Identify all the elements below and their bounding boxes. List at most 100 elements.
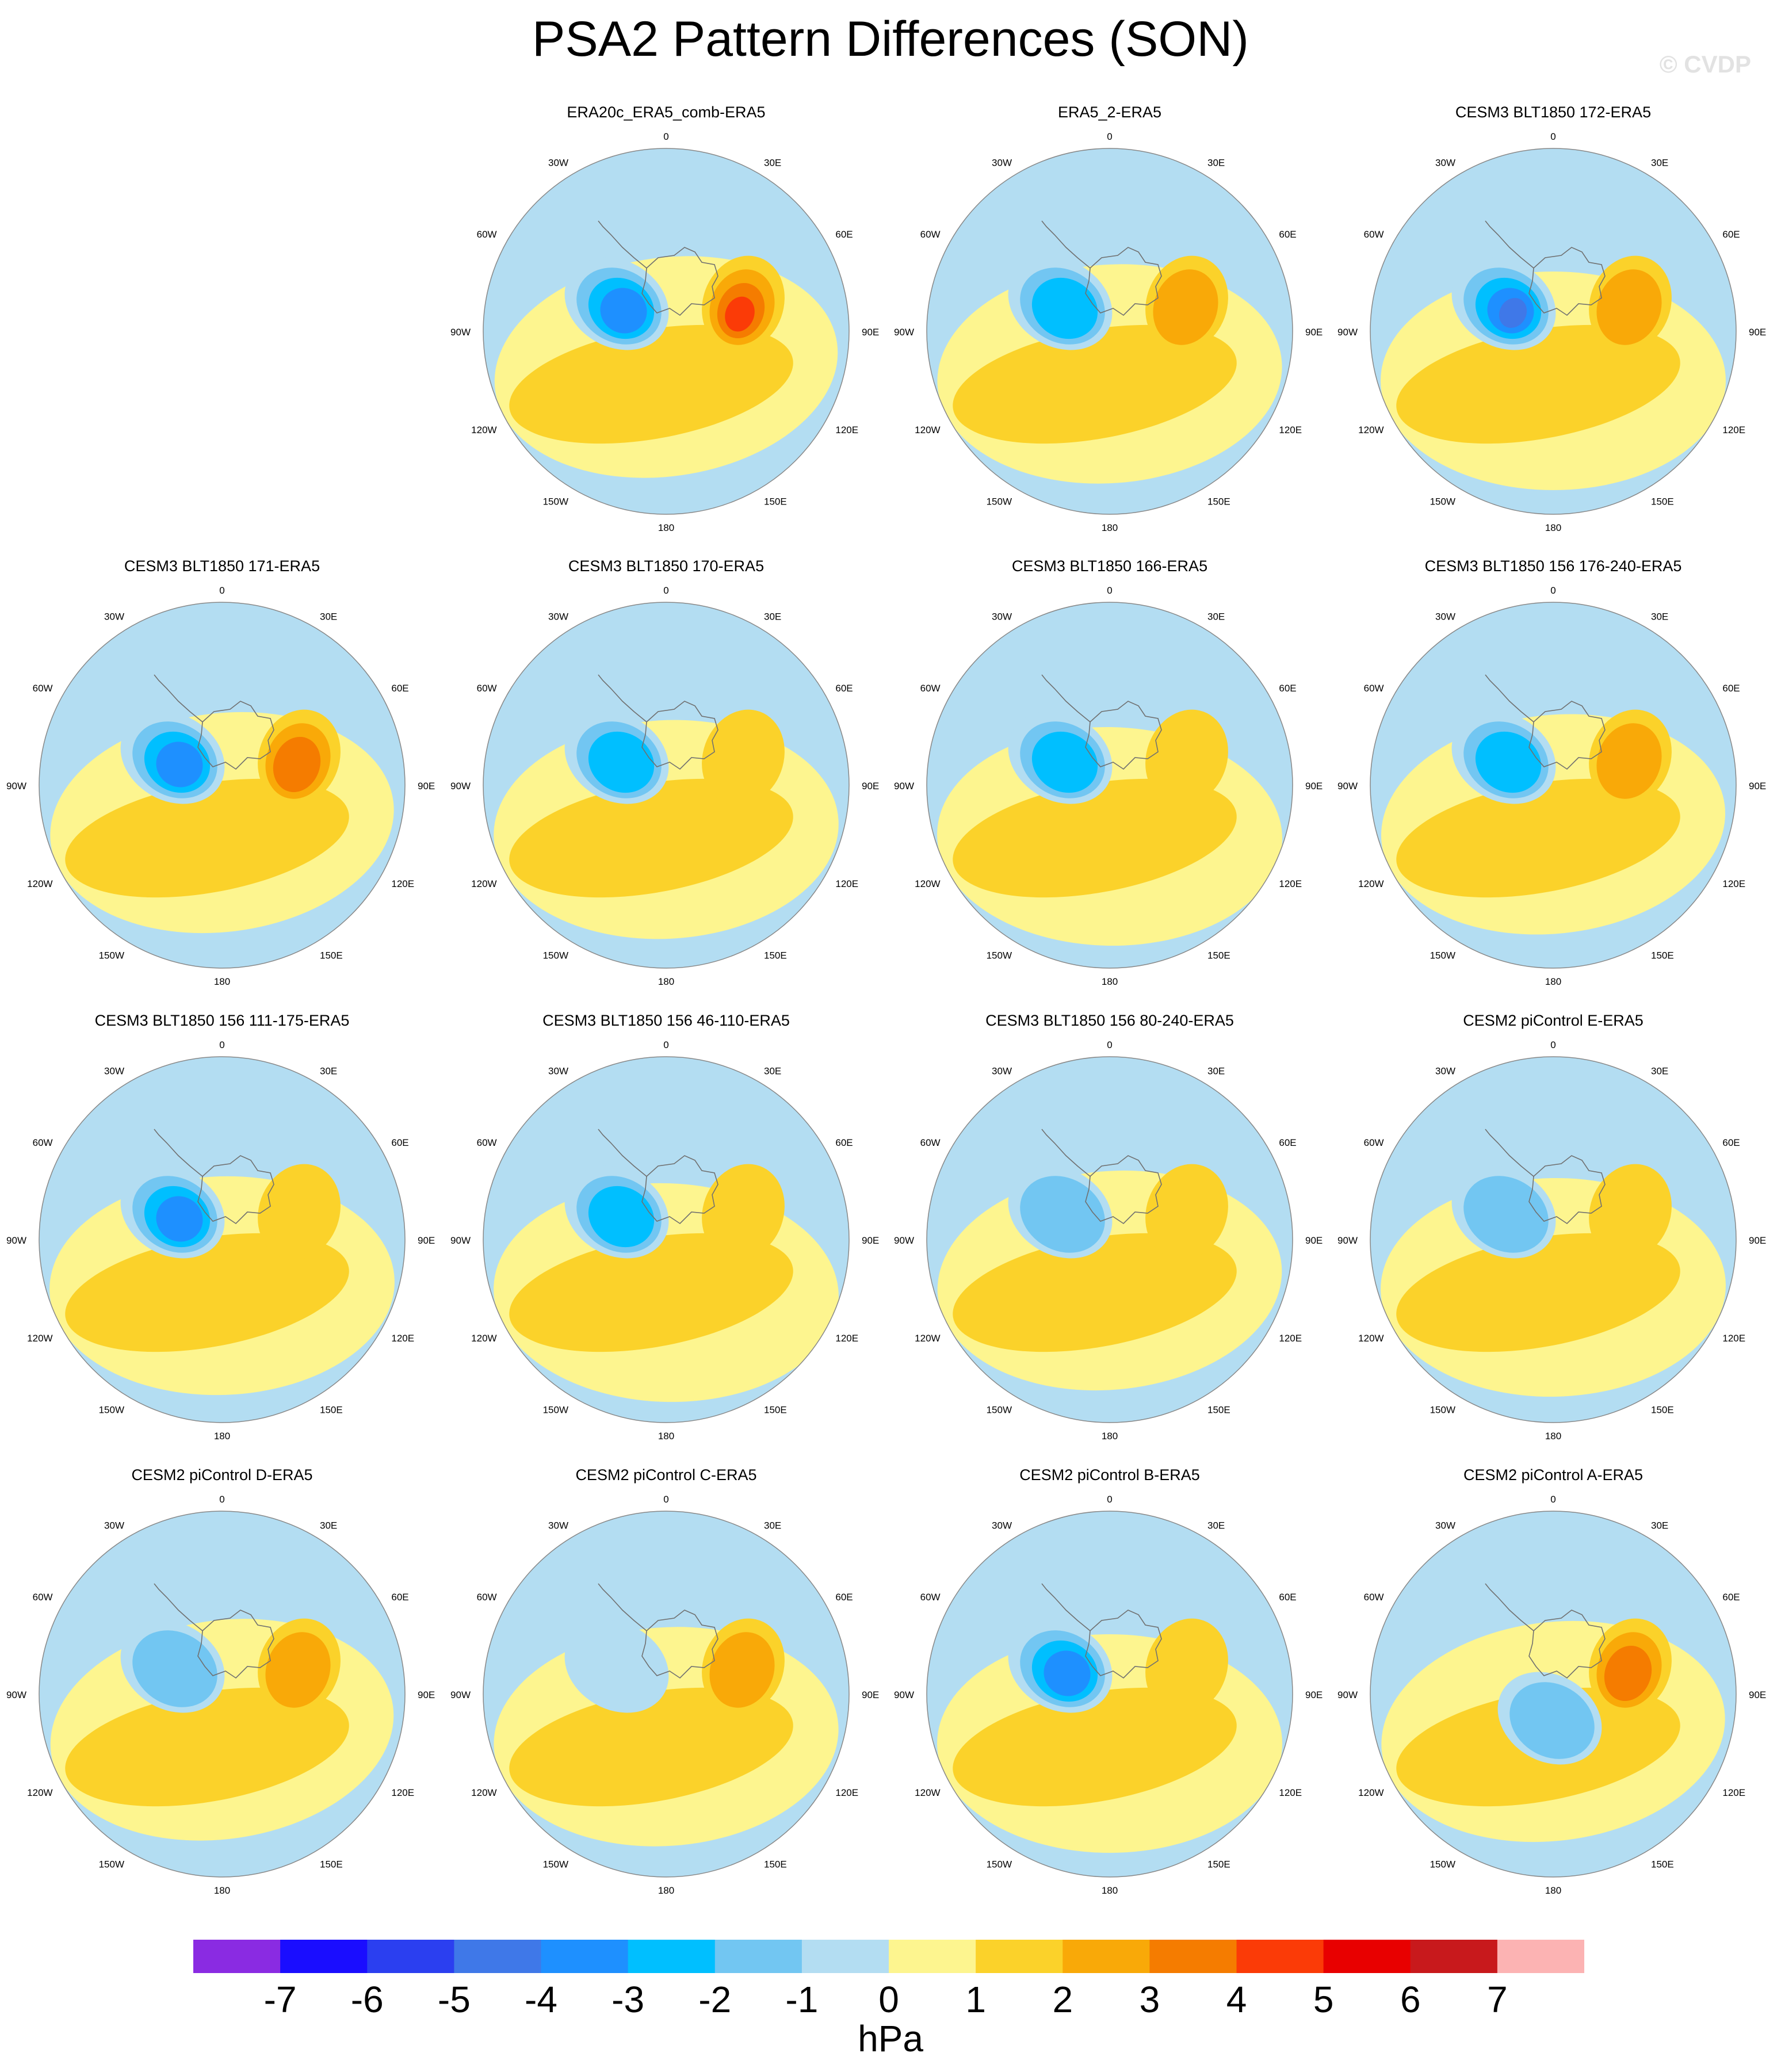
longitude-label: 60W	[1364, 683, 1384, 694]
longitude-label: 120W	[915, 425, 940, 435]
contour-region	[588, 1186, 655, 1248]
contour-region	[1145, 709, 1228, 806]
contour-region	[1596, 269, 1662, 345]
polar-map: 0 30E 60E 90E 120E 150E 180 150W 120W 90W 60W 30W	[1337, 131, 1766, 533]
longitude-label: 150W	[987, 950, 1012, 961]
contour-region	[1604, 1645, 1652, 1702]
longitude-label: 120E	[391, 878, 414, 889]
coastline	[1485, 220, 1534, 269]
longitude-label: 150W	[543, 1404, 568, 1415]
coastline	[1485, 1583, 1534, 1631]
colorbar-tick: 6	[1400, 1979, 1421, 2020]
longitude-label: 150E	[1207, 1859, 1230, 1870]
colorbar-swatch	[280, 1940, 368, 1973]
longitude-label: 180	[214, 1431, 230, 1442]
contour-region	[65, 1233, 349, 1352]
contour-region	[1463, 1176, 1549, 1253]
map-border	[1370, 1056, 1737, 1423]
longitude-label: 90W	[6, 1235, 26, 1246]
longitude-label: 150W	[99, 1859, 124, 1870]
map-panel: CESM3 BLT1850 156 176-240-ERA5 0 30E 60E 90E…	[1331, 556, 1775, 1011]
longitude-label: 90W	[1337, 1689, 1358, 1700]
colorbar-swatch	[889, 1940, 976, 1973]
longitude-label: 90E	[862, 1689, 879, 1700]
map-border	[39, 602, 406, 969]
longitude-label: 90W	[894, 1689, 914, 1700]
longitude-label: 180	[1545, 1885, 1561, 1896]
longitude-label: 60W	[920, 229, 941, 240]
longitude-label: 60E	[835, 229, 853, 240]
longitude-label: 150W	[987, 1404, 1012, 1415]
longitude-label: 60W	[33, 1137, 53, 1148]
contour-region	[509, 1233, 793, 1352]
longitude-label: 0	[1550, 1494, 1555, 1505]
longitude-label: 180	[1102, 522, 1118, 533]
longitude-label: 60E	[835, 1592, 853, 1603]
longitude-label: 30E	[1207, 1520, 1225, 1531]
contour-region	[1145, 1618, 1228, 1715]
map-border	[926, 1056, 1293, 1423]
longitude-label: 120W	[27, 878, 52, 889]
longitude-label: 30W	[104, 1066, 124, 1077]
longitude-label: 90E	[1749, 327, 1766, 338]
longitude-label: 120W	[27, 1333, 52, 1344]
contour-region	[1153, 269, 1218, 345]
map-panel: CESM3 BLT1850 166-ERA5 0 30E 60E 90E 120E 150E…	[888, 556, 1332, 1011]
longitude-label: 30E	[764, 1066, 781, 1077]
longitude-label: 90E	[418, 1235, 435, 1246]
coastline	[641, 1610, 718, 1679]
longitude-label: 60W	[920, 683, 941, 694]
map-border	[1370, 1511, 1737, 1878]
colorbar-swatch	[714, 1940, 802, 1973]
longitude-label: 90W	[1337, 781, 1358, 792]
colorbar	[193, 1940, 1584, 1973]
longitude-label: 90W	[894, 327, 914, 338]
colorbar-tick: -4	[525, 1979, 557, 2020]
longitude-label: 60E	[835, 1137, 853, 1148]
longitude-label: 180	[658, 1885, 674, 1896]
colorbar-swatch	[1323, 1940, 1411, 1973]
longitude-label: 120E	[1722, 1333, 1745, 1344]
longitude-label: 30W	[548, 1066, 568, 1077]
longitude-label: 60W	[33, 683, 53, 694]
longitude-label: 120E	[391, 1787, 414, 1798]
contour-region	[953, 1233, 1237, 1352]
longitude-label: 150W	[1430, 950, 1455, 961]
colorbar-tick: -6	[350, 1979, 384, 2020]
colorbar-tick: -2	[698, 1979, 732, 2020]
longitude-label: 120E	[1279, 425, 1302, 435]
colorbar-swatch	[367, 1940, 454, 1973]
longitude-label: 30W	[1435, 1066, 1455, 1077]
polar-map: 0 30E 60E 90E 120E 150E 180 150W 120W 90W 60W 30W	[6, 585, 435, 987]
longitude-label: 120W	[1358, 1333, 1383, 1344]
longitude-label: 90E	[1749, 781, 1766, 792]
map-panel: CESM3 BLT1850 156 111-175-ERA5 0 30E 60E 90E…	[0, 1011, 444, 1465]
coastline	[641, 701, 718, 770]
longitude-label: 60W	[477, 683, 497, 694]
longitude-label: 120E	[1279, 1787, 1302, 1798]
coastline	[1085, 1155, 1162, 1225]
longitude-label: 30W	[992, 1520, 1012, 1531]
longitude-label: 0	[219, 1494, 224, 1505]
panel-title: CESM2 piControl D-ERA5	[131, 1466, 313, 1484]
longitude-label: 60E	[1722, 1137, 1740, 1148]
longitude-label: 150E	[764, 496, 787, 507]
polar-map: 0 30E 60E 90E 120E 150E 180 150W 120W 90W 60W 30W	[1337, 585, 1766, 987]
longitude-label: 150E	[320, 1404, 343, 1415]
panel-title: CESM3 BLT1850 156 111-175-ERA5	[94, 1012, 350, 1029]
longitude-label: 150W	[1430, 496, 1455, 507]
longitude-label: 150E	[320, 950, 343, 961]
coastline	[1085, 247, 1162, 316]
longitude-label: 60W	[1364, 1592, 1384, 1603]
longitude-label: 180	[214, 976, 230, 987]
longitude-label: 90W	[450, 1689, 471, 1700]
panel-title: CESM2 piControl E-ERA5	[1463, 1012, 1644, 1029]
longitude-label: 90E	[862, 781, 879, 792]
longitude-label: 30E	[764, 1520, 781, 1531]
longitude-label: 120E	[835, 425, 858, 435]
longitude-label: 30E	[1207, 611, 1225, 622]
map-border	[926, 1511, 1293, 1878]
longitude-label: 60W	[1364, 1137, 1384, 1148]
polar-map: 0 30E 60E 90E 120E 150E 180 150W 120W 90W 60W 30W	[894, 1039, 1323, 1442]
contour-region	[600, 288, 647, 334]
